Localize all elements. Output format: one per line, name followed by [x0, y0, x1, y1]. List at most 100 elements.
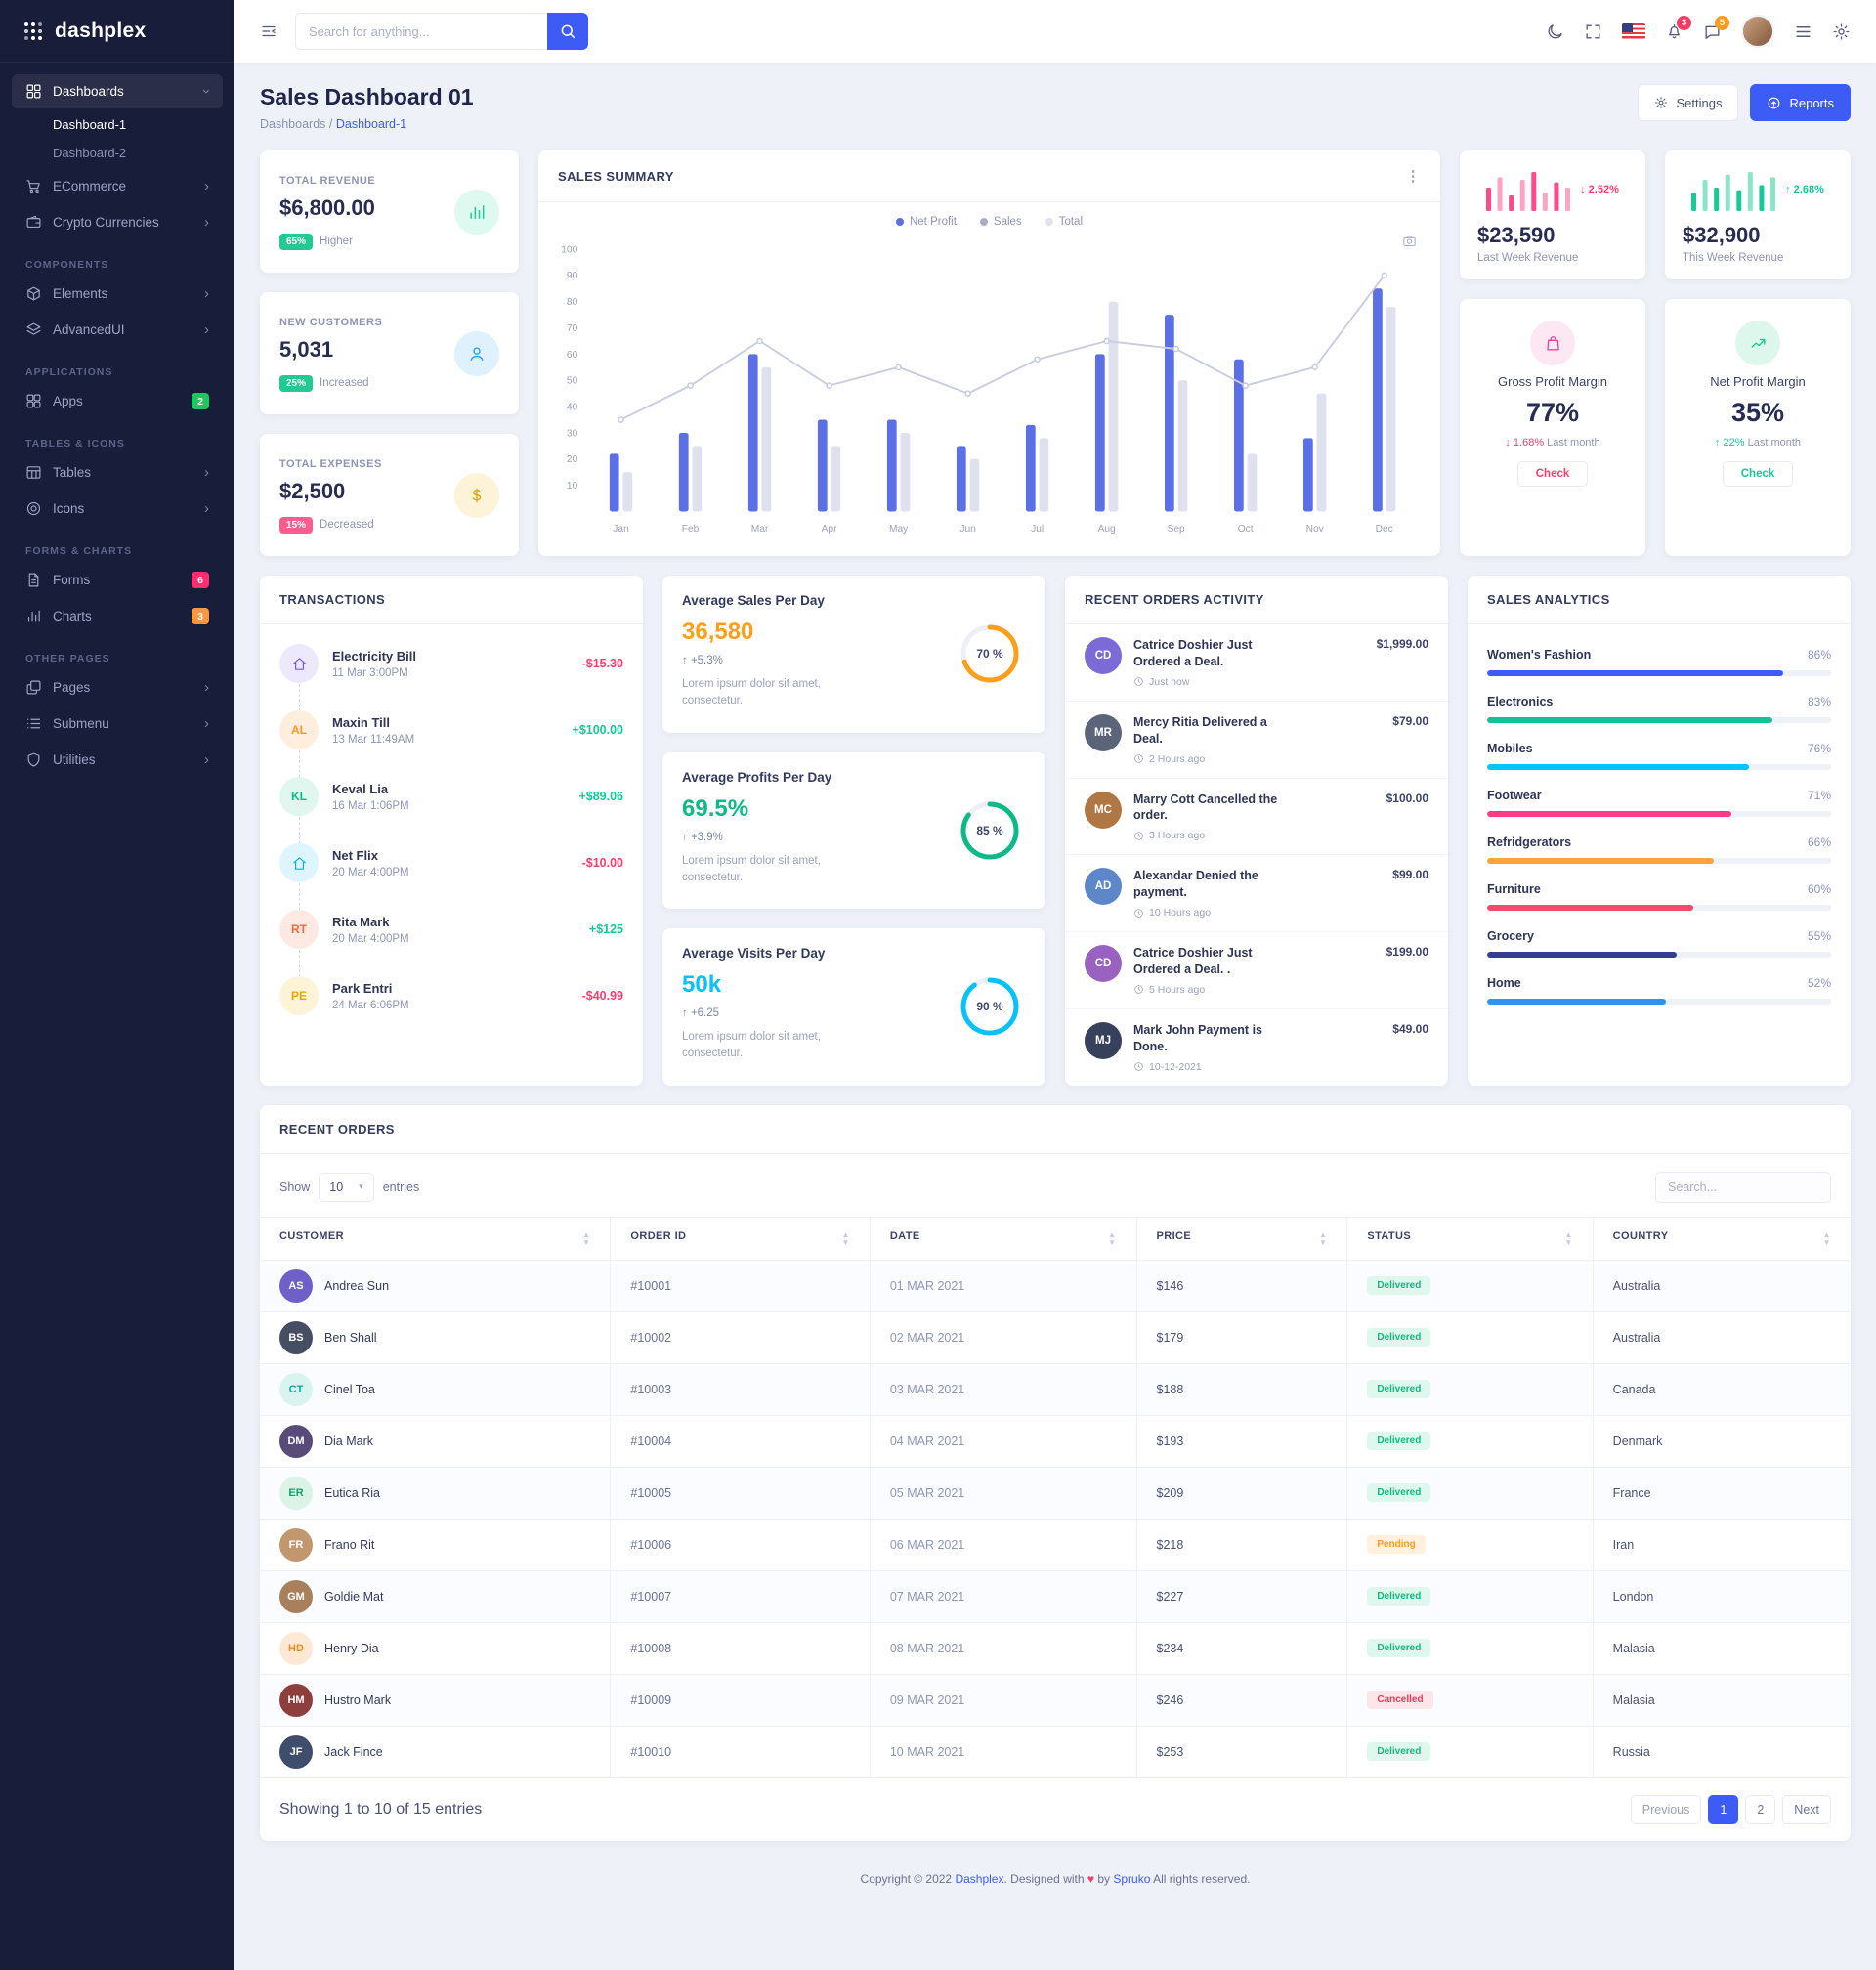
transaction-row-park-entri[interactable]: PE Park Entri 24 Mar 6:06PM -$40.99 — [279, 963, 623, 1029]
column-header-date[interactable]: DATE ▲ ▼ — [869, 1216, 1137, 1261]
transaction-time: 20 Mar 4:00PM — [332, 866, 409, 878]
sidebar-item-forms[interactable]: Forms 6 — [12, 563, 223, 597]
sidebar-item-submenu[interactable]: Submenu › — [12, 707, 223, 741]
table-row-henry-dia[interactable]: HD Henry Dia #10008 08 MAR 2021 $234 Deli… — [260, 1621, 1851, 1675]
pagination-next[interactable]: Next — [1782, 1794, 1831, 1824]
settings-button-top[interactable] — [1832, 22, 1851, 41]
activity-title: Mercy Ritia Delivered a Deal. — [1133, 714, 1267, 746]
sidebar-item-elements[interactable]: Elements › — [12, 277, 223, 311]
legend-item-sales[interactable]: Sales — [979, 216, 1022, 228]
orders-activity-title: RECENT ORDERS ACTIVITY — [1085, 592, 1264, 607]
activity-row[interactable]: MC Marry Cott Cancelled the order. 3 Hou… — [1065, 779, 1448, 856]
sidebar-item-tables[interactable]: Tables › — [12, 455, 223, 490]
sidebar-subitem-dashboard-2[interactable]: Dashboard-2 — [53, 146, 127, 160]
order-id: #10006 — [610, 1518, 871, 1571]
user-avatar[interactable] — [1741, 15, 1774, 48]
language-flag[interactable] — [1622, 23, 1645, 39]
legend-item-net-profit[interactable]: Net Profit — [895, 216, 957, 228]
progress-fill — [1487, 905, 1694, 911]
settings-button[interactable]: Settings — [1638, 84, 1739, 121]
table-row-hustro-mark[interactable]: HM Hustro Mark #10009 09 MAR 2021 $246 Ca… — [260, 1673, 1851, 1727]
table-search-input[interactable] — [1655, 1171, 1831, 1203]
check-button[interactable]: Check — [1516, 461, 1589, 487]
sidebar-item-apps[interactable]: Apps 2 — [12, 384, 223, 418]
pagination-page-2[interactable]: 2 — [1745, 1794, 1776, 1824]
sidebar-item-advancedui[interactable]: AdvancedUI › — [12, 313, 223, 347]
kebab-menu-icon[interactable]: ⋮ — [1405, 168, 1421, 185]
avg-description: Lorem ipsum dolor sit amet, consectetur. — [682, 854, 821, 883]
sidebar-item-icons[interactable]: Icons › — [12, 492, 223, 526]
pagination-page-1[interactable]: 1 — [1708, 1794, 1739, 1824]
page-size-select[interactable]: 10 ▾ — [319, 1172, 374, 1202]
camera-icon[interactable] — [1402, 234, 1417, 248]
brand-logo[interactable]: dashplex — [0, 0, 234, 63]
activity-row[interactable]: MR Mercy Ritia Delivered a Deal. 2 Hours… — [1065, 702, 1448, 779]
donut-chart: 70 % — [960, 624, 1019, 683]
messages-button[interactable]: 5 — [1703, 15, 1729, 41]
transaction-row-rita-mark[interactable]: RT Rita Mark 20 Mar 4:00PM +$125 — [279, 896, 623, 977]
sidebar-subitem-dashboard-1[interactable]: Dashboard-1 — [53, 117, 127, 132]
avg-title: Average Sales Per Day — [682, 593, 825, 608]
sidebar-item-charts[interactable]: Charts 3 — [12, 599, 223, 633]
notifications-button[interactable]: 3 — [1665, 15, 1691, 41]
sidebar-item-utilities[interactable]: Utilities › — [12, 743, 223, 777]
sidebar-item-ecommerce[interactable]: ECommerce › — [12, 169, 223, 203]
table-row-andrea-sun[interactable]: AS Andrea Sun #10001 01 MAR 2021 $146 Del… — [260, 1259, 1851, 1312]
transaction-amount: +$89.06 — [578, 790, 623, 803]
sidebar-item-crypto-currencies[interactable]: Crypto Currencies › — [12, 205, 223, 239]
transaction-row-keval-lia[interactable]: KL Keval Lia 16 Mar 1:06PM +$89.06 — [279, 763, 623, 844]
table-row-frano-rit[interactable]: FR Frano Rit #10006 06 MAR 2021 $218 Pend… — [260, 1518, 1851, 1571]
sidebar-item-label: Tables — [53, 465, 92, 480]
transaction-row-net-flix[interactable]: Net Flix 20 Mar 4:00PM -$10.00 — [279, 830, 623, 911]
table-row-jack-fince[interactable]: JF Jack Fince #10010 10 MAR 2021 $253 Del… — [260, 1725, 1851, 1778]
table-row-ben-shall[interactable]: BS Ben Shall #10002 02 MAR 2021 $179 Deli… — [260, 1310, 1851, 1364]
sidebar-item-pages[interactable]: Pages › — [12, 670, 223, 705]
avg-description: Lorem ipsum dolor sit amet, consectetur. — [682, 678, 821, 707]
table-row-cinel-toa[interactable]: CT Cinel Toa #10003 03 MAR 2021 $188 Deli… — [260, 1362, 1851, 1416]
svg-text:70 %: 70 % — [976, 647, 1003, 661]
analytics-label: Furniture — [1487, 882, 1541, 896]
pagination-previous[interactable]: Previous — [1630, 1794, 1702, 1824]
reports-button[interactable]: Reports — [1750, 84, 1851, 121]
search-input[interactable] — [295, 13, 547, 50]
sidebar-toggle-icon[interactable] — [260, 22, 277, 40]
column-header-country[interactable]: COUNTRY ▲ ▼ — [1592, 1216, 1851, 1261]
fullscreen-toggle[interactable] — [1584, 22, 1602, 41]
breadcrumb-root[interactable]: Dashboards — [260, 117, 326, 131]
activity-row[interactable]: CD Catrice Doshier Just Ordered a Deal. … — [1065, 624, 1448, 702]
transaction-name: Rita Mark — [332, 914, 390, 929]
sidebar-item-dashboards[interactable]: Dashboards › — [12, 74, 223, 108]
table-row-goldie-mat[interactable]: GM Goldie Mat #10007 07 MAR 2021 $227 Del… — [260, 1569, 1851, 1623]
chevron-down-icon: ▾ — [359, 1181, 363, 1191]
activity-row[interactable]: AD Alexandar Denied the payment. 10 Hour… — [1065, 855, 1448, 932]
search-button[interactable] — [547, 13, 588, 50]
activity-avatar: CD — [1085, 945, 1122, 982]
legend-item-total[interactable]: Total — [1045, 216, 1083, 228]
chevron-right-icon: › — [204, 285, 209, 302]
table-row-dia-mark[interactable]: DM Dia Mark #10004 04 MAR 2021 $193 Deliv… — [260, 1414, 1851, 1468]
transaction-time: 24 Mar 6:06PM — [332, 999, 409, 1011]
column-header-price[interactable]: PRICE ▲ ▼ — [1135, 1216, 1348, 1261]
transaction-row-electricity-bill[interactable]: Electricity Bill 11 Mar 3:00PM -$15.30 — [279, 630, 623, 711]
check-button[interactable]: Check — [1722, 461, 1794, 487]
customer-avatar: ER — [279, 1476, 313, 1510]
activity-row[interactable]: MJ Mark John Payment is Done. 10-12-2021… — [1065, 1009, 1448, 1086]
svg-text:Nov: Nov — [1306, 524, 1325, 535]
footer-spruko-link[interactable]: Spruko — [1113, 1871, 1151, 1886]
stat-note: Increased — [320, 376, 369, 389]
customer-name: Frano Rit — [324, 1537, 375, 1552]
column-header-customer[interactable]: CUSTOMER ▲ ▼ — [260, 1216, 612, 1261]
column-header-order-id[interactable]: ORDER ID ▲ ▼ — [610, 1216, 871, 1261]
order-date: 03 MAR 2021 — [869, 1362, 1137, 1416]
avg-value: 69.5% — [682, 794, 749, 822]
sidebar-item-label: Charts — [53, 609, 92, 623]
app-menu-button[interactable] — [1794, 22, 1812, 41]
transaction-row-maxin-till[interactable]: AL Maxin Till 13 Mar 11:49AM +$100.00 — [279, 697, 623, 778]
top-row: TOTAL REVENUE $6,800.00 65% Higher NEW CU… — [260, 150, 1851, 556]
footer-brand-link[interactable]: Dashplex — [955, 1871, 1004, 1886]
activity-row[interactable]: CD Catrice Doshier Just Ordered a Deal. … — [1065, 932, 1448, 1009]
table-row-eutica-ria[interactable]: ER Eutica Ria #10005 05 MAR 2021 $209 Del… — [260, 1466, 1851, 1520]
dark-mode-toggle[interactable] — [1546, 22, 1564, 41]
column-header-status[interactable]: STATUS ▲ ▼ — [1346, 1216, 1594, 1261]
svg-text:20: 20 — [567, 454, 578, 465]
